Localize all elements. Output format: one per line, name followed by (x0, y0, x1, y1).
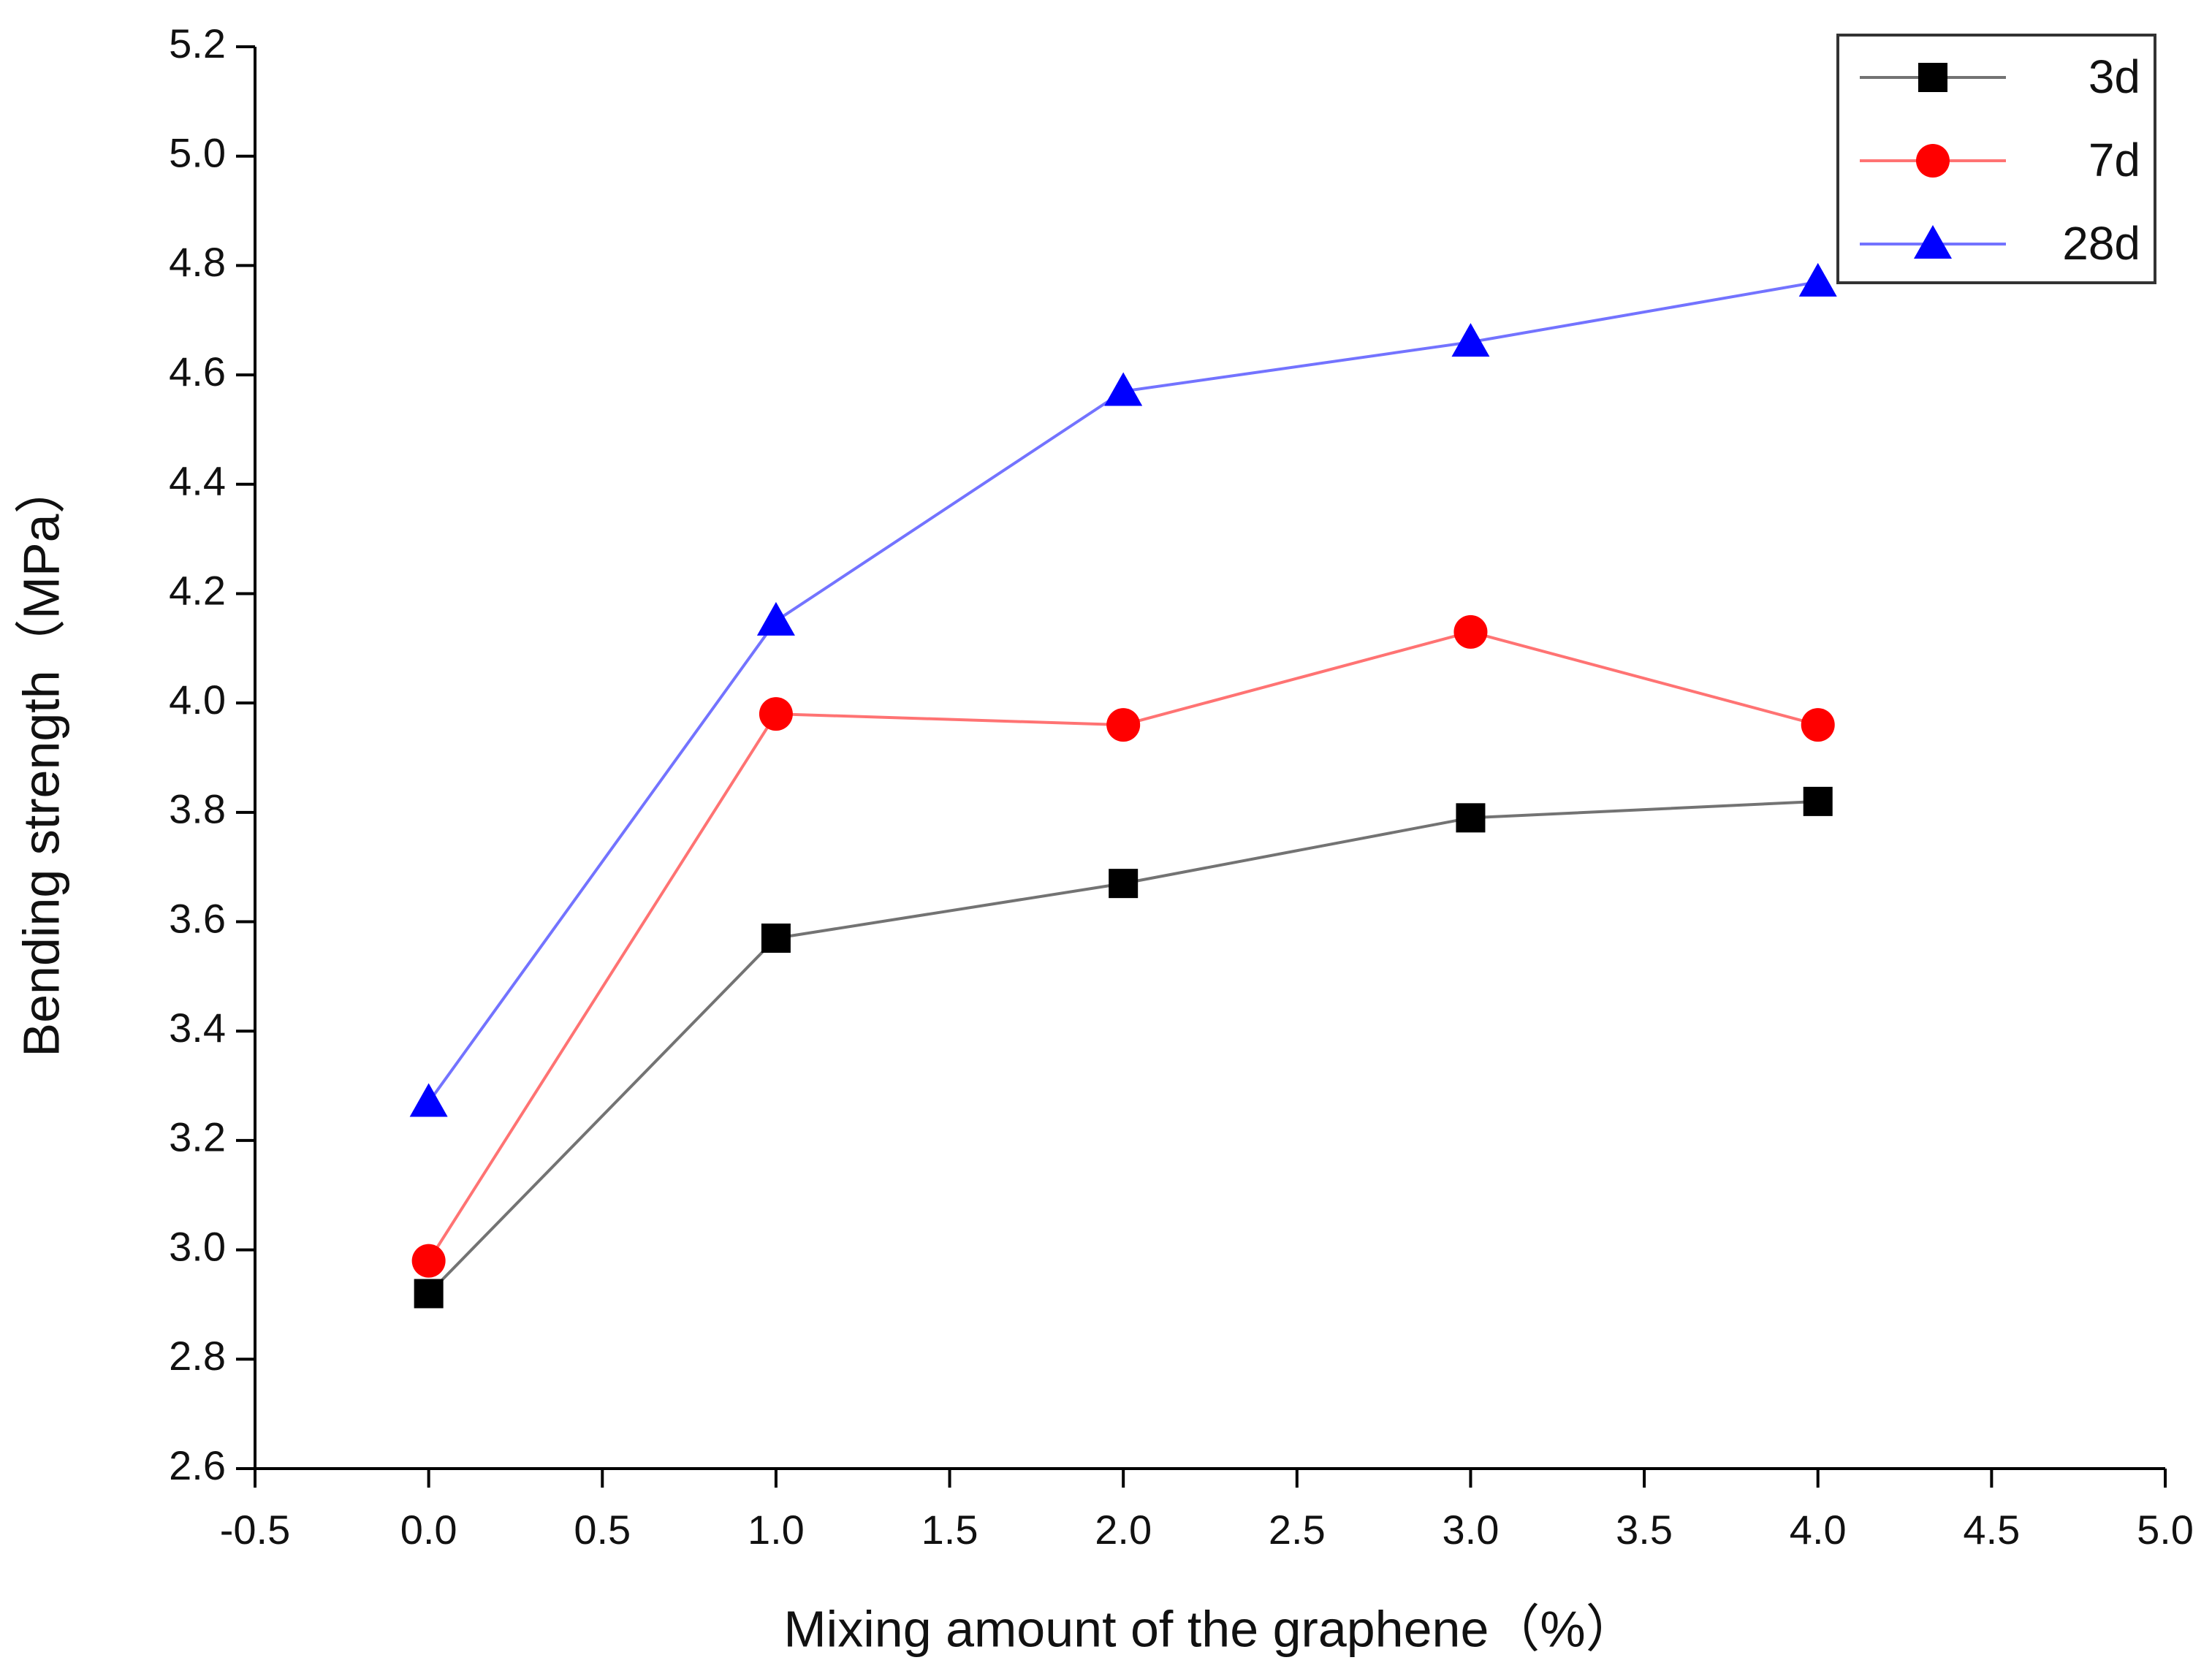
legend-marker (1916, 144, 1950, 178)
y-tick-label: 3.8 (169, 786, 226, 832)
marker (1104, 372, 1143, 406)
x-tick-label: 3.5 (1616, 1507, 1673, 1553)
y-tick-label: 4.4 (169, 458, 226, 504)
y-tick-label: 4.2 (169, 567, 226, 613)
x-tick-label: 4.5 (1963, 1507, 2020, 1553)
y-tick-label: 3.6 (169, 895, 226, 941)
legend-marker (1914, 225, 1952, 259)
marker (414, 1279, 444, 1309)
y-tick-label: 3.2 (169, 1114, 226, 1160)
marker (761, 923, 791, 953)
x-tick-label: -0.5 (220, 1507, 291, 1553)
marker (1456, 803, 1486, 833)
x-tick-label: 2.5 (1269, 1507, 1326, 1553)
x-tick-label: 1.5 (921, 1507, 978, 1553)
marker (1803, 786, 1833, 816)
legend-marker (1918, 63, 1947, 92)
marker (409, 1083, 448, 1117)
y-tick-label: 3.4 (169, 1005, 226, 1051)
x-axis-title: Mixing amount of the graphene（%） (783, 1600, 1636, 1657)
y-tick-label: 3.0 (169, 1223, 226, 1269)
marker (759, 697, 793, 731)
y-tick-label: 2.6 (169, 1442, 226, 1488)
y-tick-label: 4.8 (169, 239, 226, 285)
legend-label: 28d (2062, 217, 2140, 270)
x-tick-label: 0.5 (574, 1507, 631, 1553)
legend-label: 3d (2089, 50, 2140, 103)
x-tick-label: 2.0 (1095, 1507, 1152, 1553)
marker (1451, 323, 1490, 357)
x-tick-label: 3.0 (1443, 1507, 1500, 1553)
y-tick-label: 5.2 (169, 20, 226, 66)
y-tick-label: 5.0 (169, 129, 226, 175)
legend: 3d 7d 28d (1836, 34, 2156, 284)
x-tick-label: 4.0 (1790, 1507, 1847, 1553)
y-tick-label: 4.6 (169, 349, 226, 395)
marker (411, 1244, 446, 1278)
marker (756, 601, 795, 636)
marker (1798, 262, 1837, 297)
y-tick-label: 4.0 (169, 677, 226, 723)
marker (1106, 708, 1141, 742)
y-axis-title: Bending strength（MPa） (12, 463, 69, 1057)
marker (1109, 869, 1139, 899)
marker (1801, 708, 1835, 742)
marker (1453, 614, 1488, 649)
x-tick-label: 1.0 (748, 1507, 805, 1553)
legend-label: 7d (2089, 134, 2140, 186)
x-tick-label: 0.0 (400, 1507, 457, 1553)
x-tick-label: 5.0 (2137, 1507, 2194, 1553)
y-tick-label: 2.8 (169, 1333, 226, 1379)
